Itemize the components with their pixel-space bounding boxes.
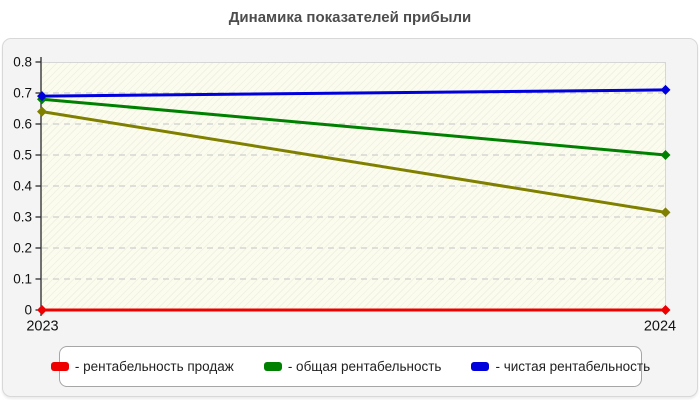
legend-swatch-red	[50, 362, 69, 371]
legend-swatch-blue	[471, 362, 490, 371]
legend-item-net-profitability: - чистая рентабельность	[471, 359, 650, 374]
legend: - рентабельность продаж - общая рентабел…	[50, 346, 650, 387]
legend-swatch-green	[263, 362, 282, 371]
legend-label: - общая рентабельность	[287, 359, 442, 374]
legend-item-sales-profitability: - рентабельность продаж	[50, 359, 234, 374]
legend-label: - чистая рентабельность	[495, 359, 651, 374]
chart-title: Динамика показателей прибыли	[228, 9, 472, 26]
legend-item-total-profitability: - общая рентабельность	[263, 359, 442, 374]
legend-label: - рентабельность продаж	[74, 359, 234, 374]
plot-area	[42, 62, 666, 310]
